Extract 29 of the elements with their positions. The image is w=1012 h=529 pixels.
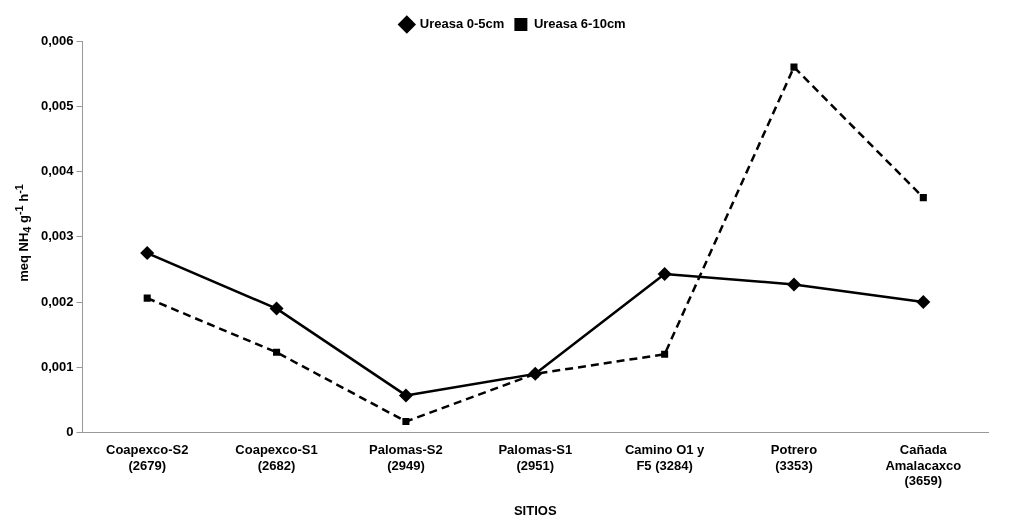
y-tick-label: 0,004: [40, 163, 75, 179]
point: [786, 277, 801, 292]
y-tick-label: 0,001: [40, 358, 74, 374]
x-tick-label: Cañada Amalacaxco (3659): [885, 441, 962, 489]
point: [140, 246, 155, 261]
x-axis-title: SITIOS: [513, 502, 557, 518]
point: [657, 267, 672, 281]
x-tick-label: Camino O1 y F5 (3284): [624, 441, 706, 473]
point: [143, 294, 151, 302]
x-tick-label: Coapexco-S1 (2682): [235, 441, 318, 473]
point: [273, 348, 281, 356]
x-tick-label: Coapexco-S2 (2679): [106, 441, 189, 473]
legend-label: Ureasa 0-5cm: [419, 16, 505, 32]
y-tick-label: 0,002: [40, 293, 74, 309]
x-tick-label: Potrero (3353): [770, 441, 818, 473]
point: [919, 194, 927, 202]
point: [661, 350, 669, 358]
y-tick-label: 0,003: [40, 228, 74, 244]
point: [790, 63, 798, 71]
point: [398, 388, 413, 403]
y-tick-label: 0: [66, 424, 74, 440]
x-tick-label: Palomas-S2 (2949): [369, 441, 443, 473]
y-tick-label: 0,006: [40, 32, 74, 48]
y-tick-label: 0,005: [40, 97, 74, 113]
point: [402, 417, 410, 426]
point: [269, 301, 284, 316]
legend-label: Ureasa 6-10cm: [533, 16, 626, 32]
point: [916, 295, 931, 310]
x-tick-label: Palomas-S1 (2951): [498, 441, 573, 473]
